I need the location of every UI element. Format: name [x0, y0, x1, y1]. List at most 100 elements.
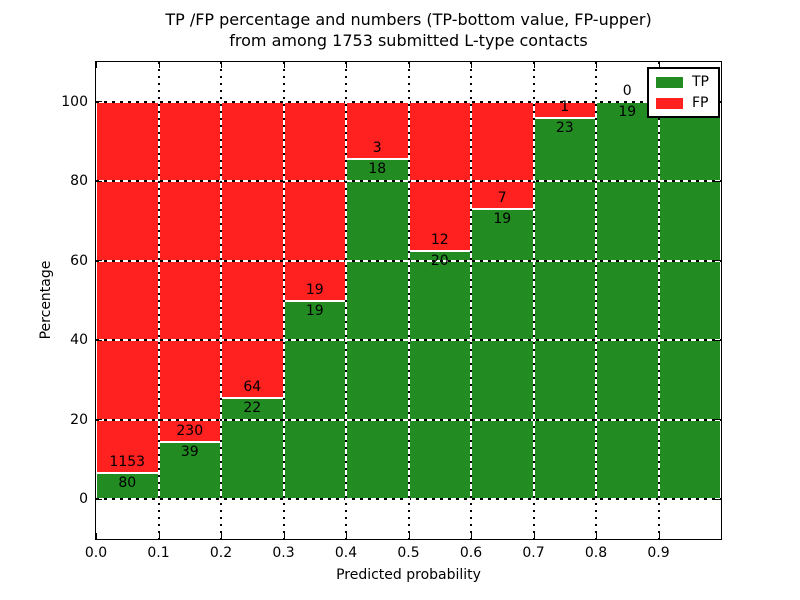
bar-value-label-tp: 20 — [430, 252, 449, 269]
y-tick-mark — [96, 419, 102, 421]
y-tick-mark — [715, 260, 721, 262]
x-tick-label: 0.9 — [647, 545, 670, 561]
y-tick-mark — [715, 419, 721, 421]
x-tick-mark — [220, 62, 222, 68]
legend: TP FP — [647, 67, 720, 118]
x-tick-mark — [470, 533, 472, 539]
y-tick-mark — [96, 339, 102, 341]
x-tick-mark — [283, 533, 285, 539]
chart-title-line2: from among 1753 submitted L-type contact… — [229, 31, 588, 50]
bar-value-label-tp: 19 — [305, 302, 324, 319]
x-tick-mark — [158, 62, 160, 68]
bar-segment-fp — [221, 101, 284, 398]
bar-segment-tp — [346, 158, 409, 500]
gridline-vertical — [157, 62, 160, 539]
bar-segment-fp — [283, 101, 346, 301]
y-axis-label: Percentage — [38, 260, 54, 340]
bar-value-label-tp: 23 — [555, 120, 574, 137]
y-tick-mark — [96, 498, 102, 500]
x-tick-mark — [595, 533, 597, 539]
legend-item-fp: FP — [656, 95, 709, 111]
y-tick-mark — [96, 260, 102, 262]
bar-value-label-fp: 64 — [243, 378, 262, 395]
bar-segment-tp — [658, 101, 721, 500]
gridline-vertical — [657, 62, 660, 539]
bar-value-label-tp: 22 — [243, 399, 262, 416]
bar-value-label-tp: 80 — [118, 475, 137, 492]
x-tick-label: 0.4 — [334, 545, 358, 561]
x-tick-mark — [658, 62, 660, 68]
gridline-vertical — [532, 62, 535, 539]
bar-value-label-fp: 19 — [305, 281, 324, 298]
y-tick-mark — [96, 180, 102, 182]
bar-value-label-tp: 18 — [368, 160, 387, 177]
x-tick-label: 0.2 — [209, 545, 233, 561]
legend-swatch-fp — [656, 97, 683, 109]
bar-segment-fp — [96, 101, 159, 474]
x-tick-mark — [658, 533, 660, 539]
x-tick-mark — [345, 62, 347, 68]
bar-value-label-fp: 0 — [622, 82, 632, 99]
bar-segment-tp — [471, 208, 534, 500]
gridline-vertical — [282, 62, 285, 539]
bar-value-label-tp: 39 — [180, 443, 199, 460]
chart-title-line1: TP /FP percentage and numbers (TP-bottom… — [165, 10, 652, 29]
x-tick-mark — [283, 62, 285, 68]
x-tick-mark — [220, 533, 222, 539]
y-tick-mark — [715, 498, 721, 500]
x-tick-mark — [533, 533, 535, 539]
bar-value-label-fp: 3 — [372, 139, 382, 156]
gridline-vertical — [595, 62, 597, 539]
y-tick-label: 20 — [70, 411, 88, 428]
legend-label-tp: TP — [692, 74, 709, 90]
x-tick-mark — [158, 533, 160, 539]
x-tick-mark — [95, 62, 97, 68]
bar-value-label-fp: 12 — [430, 231, 449, 248]
legend-label-fp: FP — [692, 95, 709, 111]
gridline-vertical — [220, 62, 222, 539]
bar-value-label-tp: 19 — [618, 103, 637, 120]
bar-segment-fp — [408, 101, 471, 251]
y-tick-mark — [715, 339, 721, 341]
bar-value-label-fp: 230 — [176, 422, 204, 439]
bar-segment-fp — [158, 101, 221, 442]
gridline-vertical — [345, 62, 347, 539]
chart-title: TP /FP percentage and numbers (TP-bottom… — [96, 9, 721, 51]
bar-value-label-fp: 7 — [497, 189, 507, 206]
bar-segment-tp — [533, 118, 596, 500]
x-tick-label: 0.1 — [147, 545, 170, 561]
bar-segment-tp — [158, 441, 221, 500]
x-tick-mark — [345, 533, 347, 539]
x-tick-mark — [533, 62, 535, 68]
x-tick-mark — [720, 62, 722, 68]
y-tick-label: 80 — [70, 173, 88, 190]
gridline-vertical — [470, 62, 472, 539]
x-tick-mark — [408, 62, 410, 68]
y-tick-label: 0 — [79, 491, 88, 508]
x-tick-label: 0.5 — [397, 545, 420, 561]
x-tick-mark — [595, 62, 597, 68]
legend-swatch-tp — [656, 76, 683, 88]
x-tick-label: 0.0 — [84, 545, 108, 561]
bar-segment-tp — [283, 300, 346, 500]
x-tick-label: 0.7 — [522, 545, 545, 561]
bar-segment-tp — [596, 101, 659, 500]
x-tick-mark — [408, 533, 410, 539]
y-tick-mark — [715, 180, 721, 182]
legend-item-tp: TP — [656, 74, 709, 90]
x-tick-label: 0.3 — [272, 545, 295, 561]
x-tick-mark — [720, 533, 722, 539]
bar-value-label-fp: 1153 — [109, 454, 146, 471]
bar-value-label-fp: 1 — [560, 99, 570, 116]
plot-area: TP FP 80 1153 39 230 22 64 19 19 18 3 20 12 19 7 23 1 19… — [95, 61, 722, 540]
gridline-vertical — [407, 62, 410, 539]
x-tick-mark — [470, 62, 472, 68]
y-tick-mark — [96, 101, 102, 103]
y-tick-label: 40 — [70, 332, 88, 349]
x-tick-label: 0.8 — [584, 545, 608, 561]
x-tick-label: 0.6 — [459, 545, 483, 561]
y-tick-label: 60 — [70, 252, 88, 269]
x-axis-label: Predicted probability — [336, 567, 481, 583]
bar-segment-tp — [408, 250, 471, 500]
